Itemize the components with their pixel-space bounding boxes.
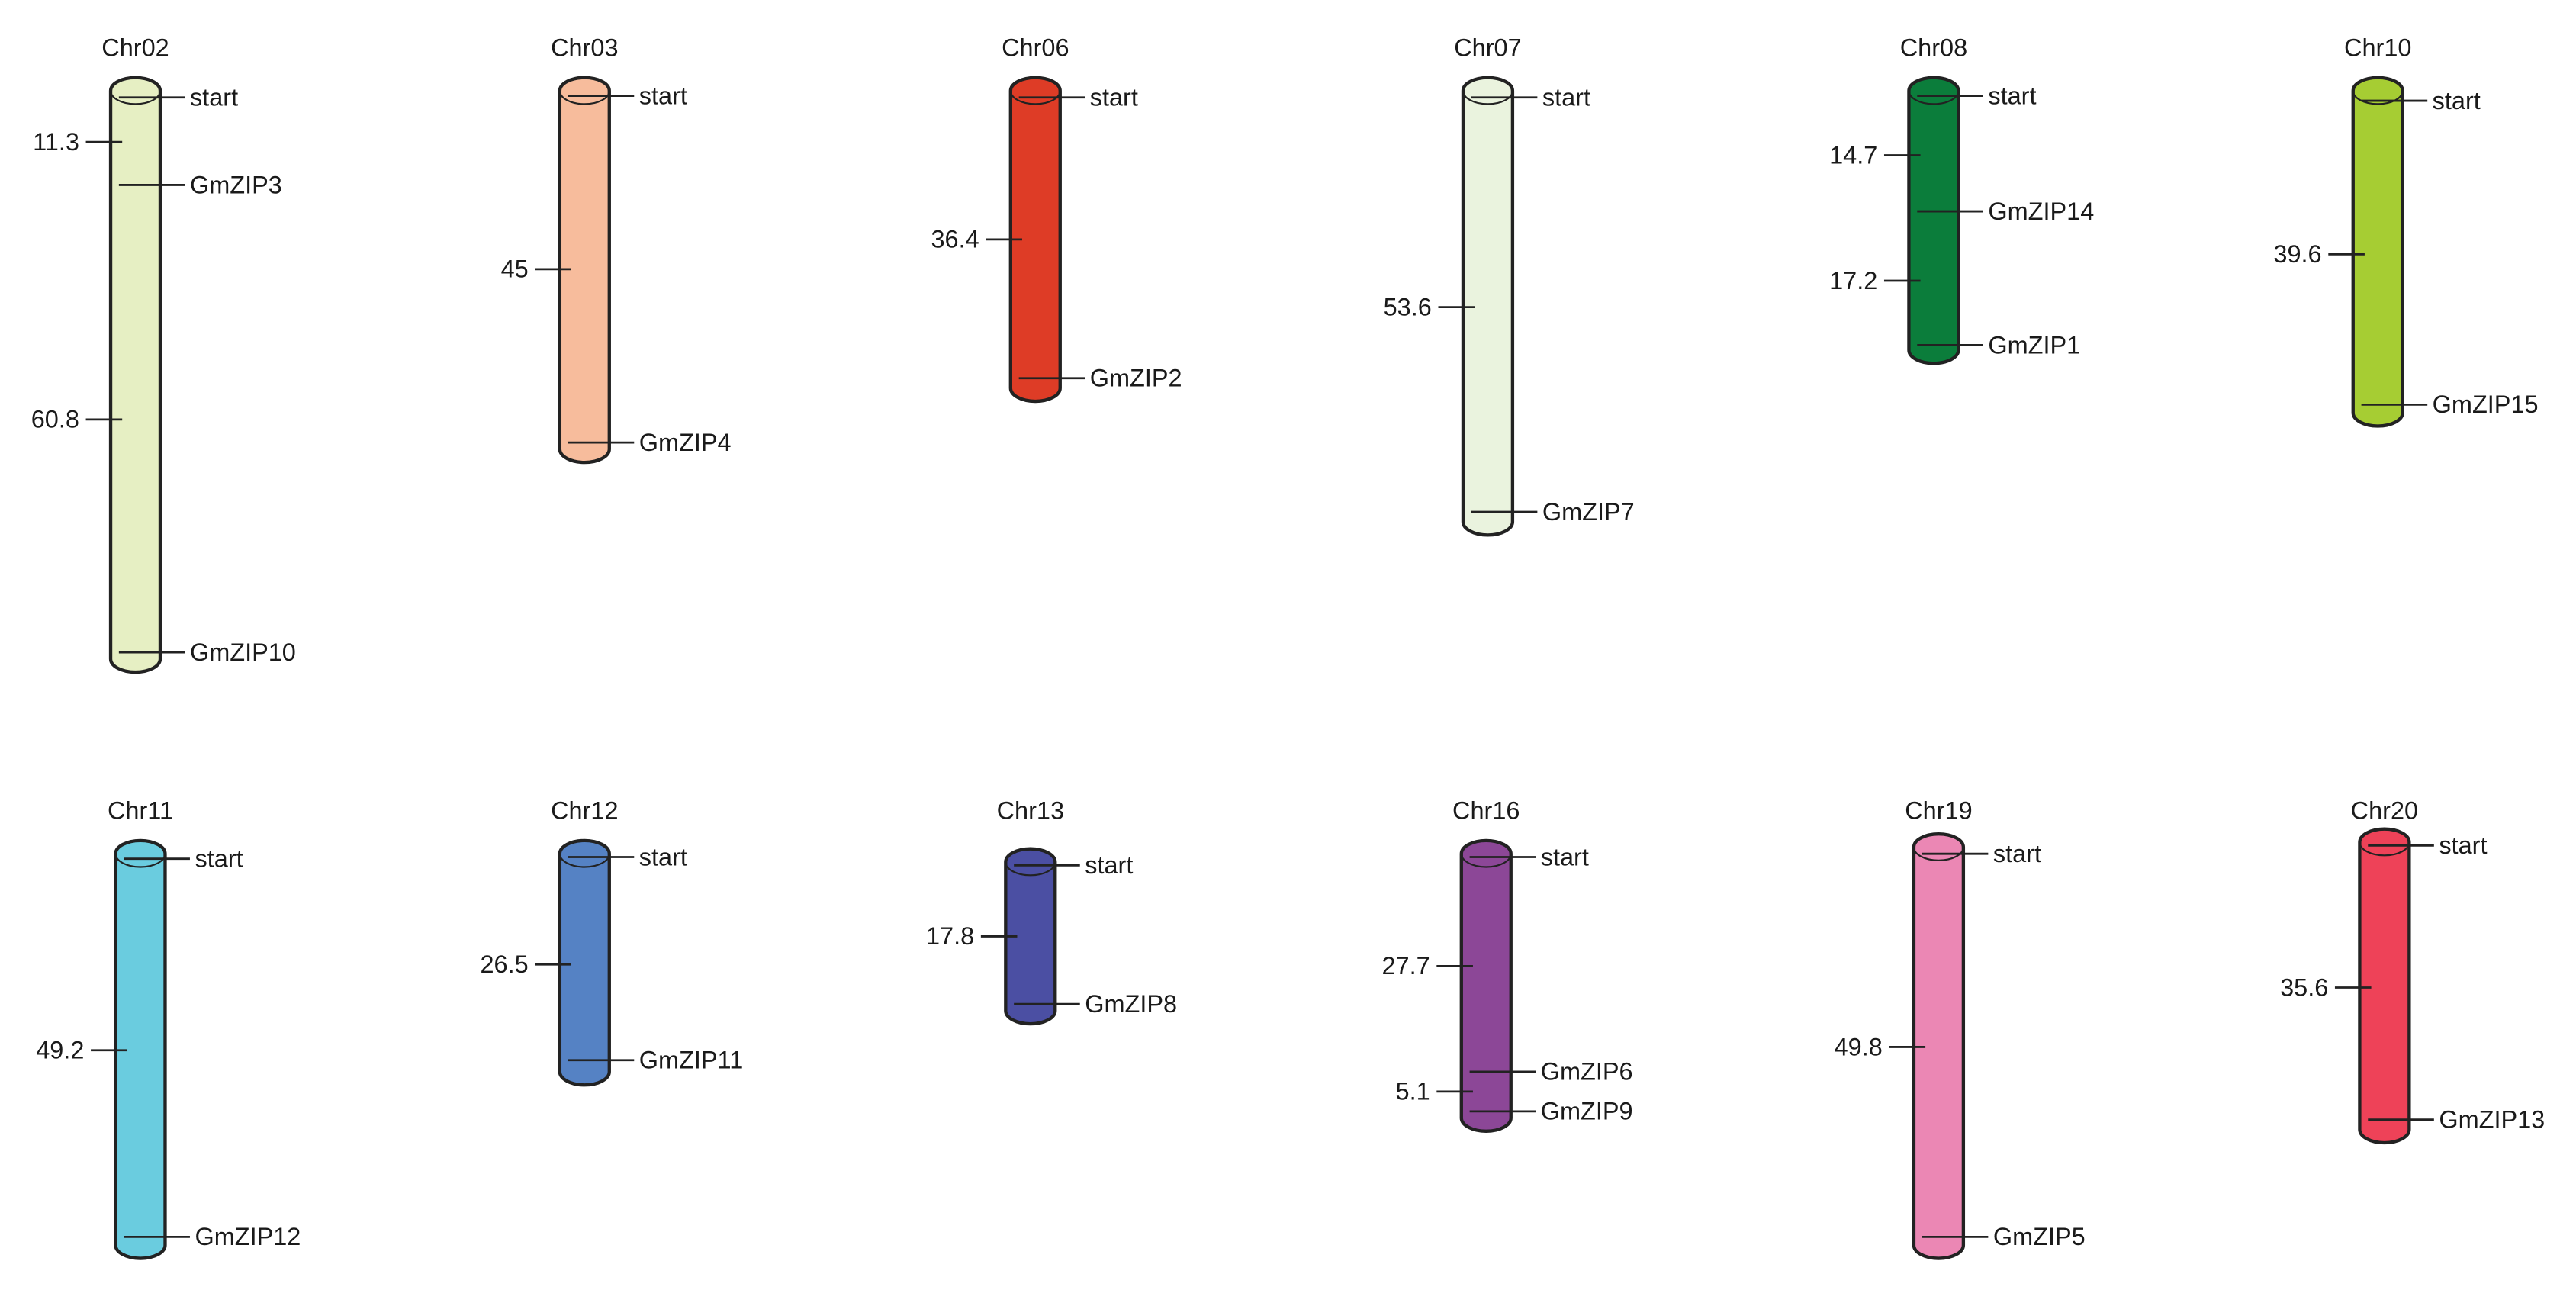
chromosome-title: Chr20 xyxy=(2351,797,2418,825)
distance-label: 17.8 xyxy=(926,922,974,950)
gene-label: GmZIP15 xyxy=(2433,391,2539,418)
chromosome-title: Chr07 xyxy=(1454,34,1521,62)
chromosome-cap xyxy=(1009,90,1061,105)
start-label: start xyxy=(1541,843,1589,870)
chromosome-chr10: Chr10 39.6 start GmZIP15 xyxy=(2273,34,2539,428)
chromosome-chr06: Chr06 36.4 start GmZIP2 xyxy=(931,34,1182,404)
gene-label: GmZIP9 xyxy=(1541,1098,1633,1125)
chromosome-cap xyxy=(558,854,610,868)
chromosome-chr16: Chr16 27.7 5.1 start GmZIP6 GmZIP9 xyxy=(1381,797,1633,1134)
chromosome-body xyxy=(1004,847,1057,1026)
chromosome-chr07: Chr07 53.6 start GmZIP7 xyxy=(1384,34,1635,537)
chromosome-chr11: Chr11 49.2 start GmZIP12 xyxy=(36,797,301,1260)
chromosome-body xyxy=(108,76,162,674)
distance-label: 14.7 xyxy=(1829,141,1877,169)
chromosome-title: Chr08 xyxy=(1900,34,1967,62)
distance-label: 45 xyxy=(501,256,529,283)
gene-label: GmZIP6 xyxy=(1541,1058,1633,1086)
gene-label: GmZIP8 xyxy=(1085,990,1177,1018)
gene-label: GmZIP14 xyxy=(1988,198,2094,225)
start-label: start xyxy=(639,843,687,870)
distance-label: 11.3 xyxy=(33,128,79,156)
distance-label: 60.8 xyxy=(31,406,79,433)
start-label: start xyxy=(1085,851,1133,879)
start-label: start xyxy=(195,844,243,872)
chromosome-cap xyxy=(1912,847,1964,861)
distance-label: 17.2 xyxy=(1829,267,1877,294)
distance-label: 49.2 xyxy=(36,1037,84,1064)
start-label: start xyxy=(2433,87,2481,114)
distance-label: 36.4 xyxy=(931,226,979,253)
chromosome-title: Chr11 xyxy=(108,797,173,825)
gene-label: GmZIP10 xyxy=(190,639,296,666)
chromosome-title: Chr16 xyxy=(1452,797,1520,825)
chromosome-title: Chr13 xyxy=(997,797,1064,825)
start-label: start xyxy=(2439,832,2487,859)
gene-label: GmZIP7 xyxy=(1542,498,1635,526)
chromosome-body xyxy=(558,838,611,1087)
start-label: start xyxy=(1542,84,1590,111)
distance-label: 27.7 xyxy=(1381,952,1430,980)
chromosome-cap xyxy=(1005,861,1056,877)
gene-label: GmZIP3 xyxy=(190,171,282,198)
chromosome-chr20: Chr20 35.6 start GmZIP13 xyxy=(2280,797,2545,1145)
chromosome-body xyxy=(558,76,611,465)
chromosome-cap xyxy=(1462,90,1513,105)
gene-label: GmZIP1 xyxy=(1988,331,2080,359)
distance-label: 53.6 xyxy=(1384,293,1432,320)
chromosome-cap xyxy=(2359,841,2410,857)
chromosome-cap xyxy=(109,90,162,105)
chromosome-chr19: Chr19 49.8 start GmZIP5 xyxy=(1835,797,2086,1260)
gene-label: GmZIP13 xyxy=(2439,1106,2545,1134)
chromosome-body xyxy=(2351,76,2404,428)
chromosome-body xyxy=(2358,827,2411,1145)
gene-label: GmZIP2 xyxy=(1090,365,1182,392)
chromosome-map-body: Chr02 11.3 60.8 start GmZIP3 GmZIP10 Chr03 45 st… xyxy=(31,34,2545,1260)
chromosome-cap xyxy=(1460,854,1512,868)
chromosome-body xyxy=(114,838,167,1260)
chromosome-cap xyxy=(2352,90,2404,105)
start-label: start xyxy=(1988,82,2036,109)
gene-label: GmZIP12 xyxy=(195,1223,301,1250)
gene-label: GmZIP5 xyxy=(1993,1223,2086,1250)
chromosome-title: Chr03 xyxy=(551,34,618,62)
chromosome-title: Chr10 xyxy=(2344,34,2411,62)
chromosome-title: Chr02 xyxy=(101,34,169,62)
chromosome-title: Chr12 xyxy=(551,797,618,825)
start-label: start xyxy=(190,84,238,111)
gene-label: GmZIP11 xyxy=(639,1047,744,1074)
chromosome-body xyxy=(1912,832,1966,1260)
distance-label: 26.5 xyxy=(481,951,529,978)
chromosome-title: Chr06 xyxy=(1002,34,1069,62)
distance-label: 5.1 xyxy=(1396,1078,1430,1105)
chromosome-body xyxy=(1461,76,1515,537)
chromosome-chr03: Chr03 45 start GmZIP4 xyxy=(501,34,732,465)
distance-label: 39.6 xyxy=(2273,240,2321,268)
start-label: start xyxy=(1090,84,1138,111)
chromosome-title: Chr19 xyxy=(1905,797,1972,825)
distance-label: 35.6 xyxy=(2280,973,2328,1001)
chromosome-chr02: Chr02 11.3 60.8 start GmZIP3 GmZIP10 xyxy=(31,34,296,674)
start-label: start xyxy=(1993,840,2041,867)
chromosome-body xyxy=(1907,76,1960,365)
gene-label: GmZIP4 xyxy=(639,429,732,456)
start-label: start xyxy=(639,82,687,109)
chromosome-chr08: Chr08 14.7 17.2 start GmZIP14 GmZIP1 xyxy=(1829,34,2094,365)
chromosome-chr13: Chr13 17.8 start GmZIP8 xyxy=(926,797,1177,1026)
chromosome-body xyxy=(1008,76,1062,404)
distance-label: 49.8 xyxy=(1835,1033,1883,1060)
chromosome-body xyxy=(1459,838,1513,1134)
chromosome-chr12: Chr12 26.5 start GmZIP11 xyxy=(481,797,744,1087)
